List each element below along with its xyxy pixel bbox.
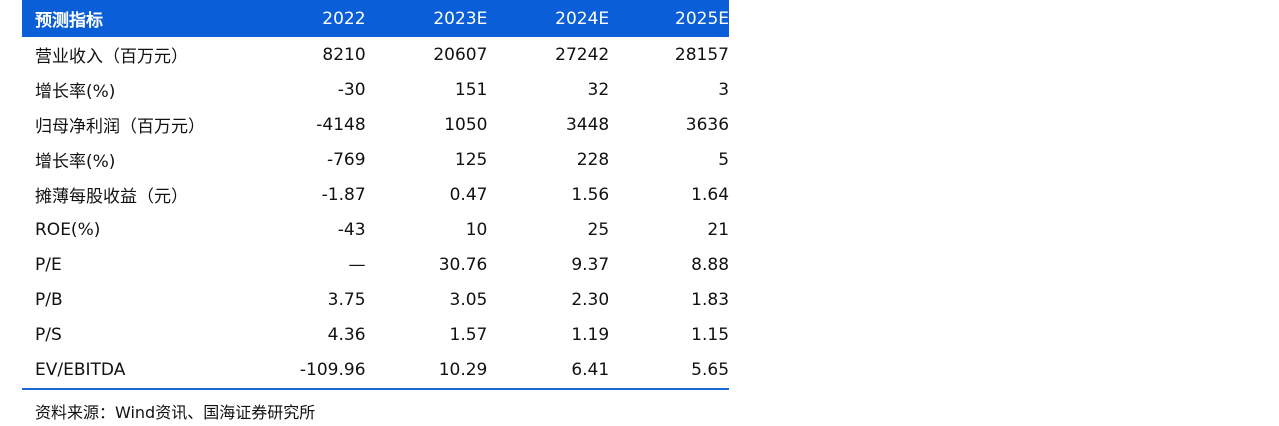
cell-value: 1.57 <box>449 324 488 345</box>
cell-value: 3448 <box>565 114 610 135</box>
bottom-rule <box>22 388 729 390</box>
cell-value: 6.41 <box>571 359 610 380</box>
cell-value: 32 <box>587 79 610 100</box>
row-label: 摊薄每股收益（元） <box>35 187 188 207</box>
table-row: EV/EBITDA -109.96 10.29 6.41 5.65 <box>22 352 729 387</box>
cell-value: 8210 <box>322 44 366 65</box>
row-label: 营业收入（百万元） <box>35 47 188 67</box>
cell-value: 1.83 <box>691 289 730 310</box>
cell-value: 0.47 <box>449 184 488 205</box>
table-row: 摊薄每股收益（元） -1.87 0.47 1.56 1.64 <box>22 177 729 212</box>
table-row: P/S 4.36 1.57 1.19 1.15 <box>22 317 729 352</box>
cell-value: 25 <box>587 219 610 240</box>
cell-value: 1.64 <box>691 184 730 205</box>
cell-value: 228 <box>576 149 610 170</box>
cell-value: 151 <box>454 79 488 100</box>
row-label: P/B <box>35 289 63 310</box>
header-year: 2022 <box>322 8 366 29</box>
table-row: P/B 3.75 3.05 2.30 1.83 <box>22 282 729 317</box>
cell-value: 3 <box>718 79 730 100</box>
row-label: 增长率(%) <box>35 82 116 102</box>
cell-value: -4148 <box>316 114 366 135</box>
table-row: 营业收入（百万元） 8210 20607 27242 28157 <box>22 37 729 72</box>
cell-value: 8.88 <box>691 254 730 275</box>
cell-value: 5.65 <box>691 359 730 380</box>
cell-value: 9.37 <box>571 254 610 275</box>
cell-value: -109.96 <box>299 359 366 380</box>
table-row: 增长率(%) -30 151 32 3 <box>22 72 729 107</box>
row-label: ROE(%) <box>35 219 101 240</box>
cell-value: -30 <box>337 79 366 100</box>
header-year: 2024E <box>555 8 610 29</box>
cell-value: 30.76 <box>438 254 488 275</box>
cell-value: 28157 <box>674 44 730 65</box>
cell-value: 10 <box>465 219 488 240</box>
cell-value: 3.75 <box>327 289 366 310</box>
cell-value: — <box>348 254 366 275</box>
table-row: P/E — 30.76 9.37 8.88 <box>22 247 729 282</box>
row-label: P/E <box>35 254 62 275</box>
cell-value: 1.19 <box>571 324 610 345</box>
cell-value: 20607 <box>433 44 488 65</box>
row-label: 增长率(%) <box>35 152 116 172</box>
cell-value: 3.05 <box>449 289 488 310</box>
header-label: 预测指标 <box>35 11 103 31</box>
cell-value: 125 <box>454 149 488 170</box>
cell-value: 4.36 <box>327 324 366 345</box>
row-label: EV/EBITDA <box>35 359 126 380</box>
table-row: 归母净利润（百万元） -4148 1050 3448 3636 <box>22 107 729 142</box>
cell-value: 21 <box>707 219 730 240</box>
cell-value: 1.15 <box>691 324 730 345</box>
table-header: 预测指标 2022 2023E 2024E 2025E <box>22 0 729 37</box>
cell-value: 1050 <box>444 114 488 135</box>
table-row: 增长率(%) -769 125 228 5 <box>22 142 729 177</box>
header-year: 2023E <box>433 8 488 29</box>
row-label: 归母净利润（百万元） <box>35 117 205 137</box>
forecast-table: 预测指标 2022 2023E 2024E 2025E 营业收入（百万元） 821… <box>22 0 729 387</box>
cell-value: 10.29 <box>438 359 488 380</box>
source-note: 资料来源：Wind资讯、国海证券研究所 <box>35 403 316 422</box>
row-label: P/S <box>35 324 62 345</box>
cell-value: -43 <box>337 219 366 240</box>
cell-value: -1.87 <box>321 184 366 205</box>
cell-value: 2.30 <box>571 289 610 310</box>
cell-value: 3636 <box>685 114 730 135</box>
cell-value: -769 <box>326 149 366 170</box>
cell-value: 1.56 <box>571 184 610 205</box>
header-year: 2025E <box>675 8 730 29</box>
cell-value: 27242 <box>555 44 610 65</box>
cell-value: 5 <box>718 149 730 170</box>
table-row: ROE(%) -43 10 25 21 <box>22 212 729 247</box>
